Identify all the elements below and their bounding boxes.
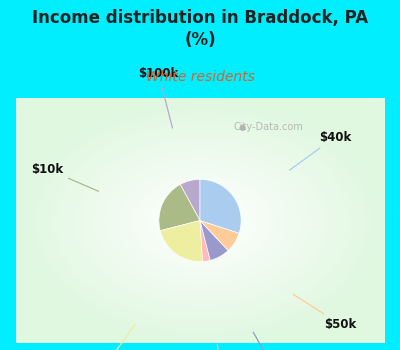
Text: $40k: $40k [290, 131, 351, 170]
Text: $30k: $30k [253, 332, 296, 350]
Wedge shape [200, 220, 228, 260]
Text: $100k: $100k [138, 67, 179, 128]
Wedge shape [159, 184, 200, 231]
Wedge shape [200, 220, 210, 261]
Text: Income distribution in Braddock, PA
(%): Income distribution in Braddock, PA (%) [32, 9, 368, 49]
Wedge shape [180, 179, 200, 220]
Wedge shape [160, 220, 202, 262]
Text: $10k: $10k [31, 162, 98, 191]
Text: $20k: $20k [86, 325, 135, 350]
Text: $50k: $50k [293, 294, 357, 331]
Text: City-Data.com: City-Data.com [234, 122, 304, 132]
Text: ●: ● [238, 123, 245, 132]
Text: White residents: White residents [146, 70, 254, 84]
Wedge shape [200, 179, 241, 233]
Text: $60k: $60k [210, 344, 242, 350]
Wedge shape [200, 220, 239, 251]
